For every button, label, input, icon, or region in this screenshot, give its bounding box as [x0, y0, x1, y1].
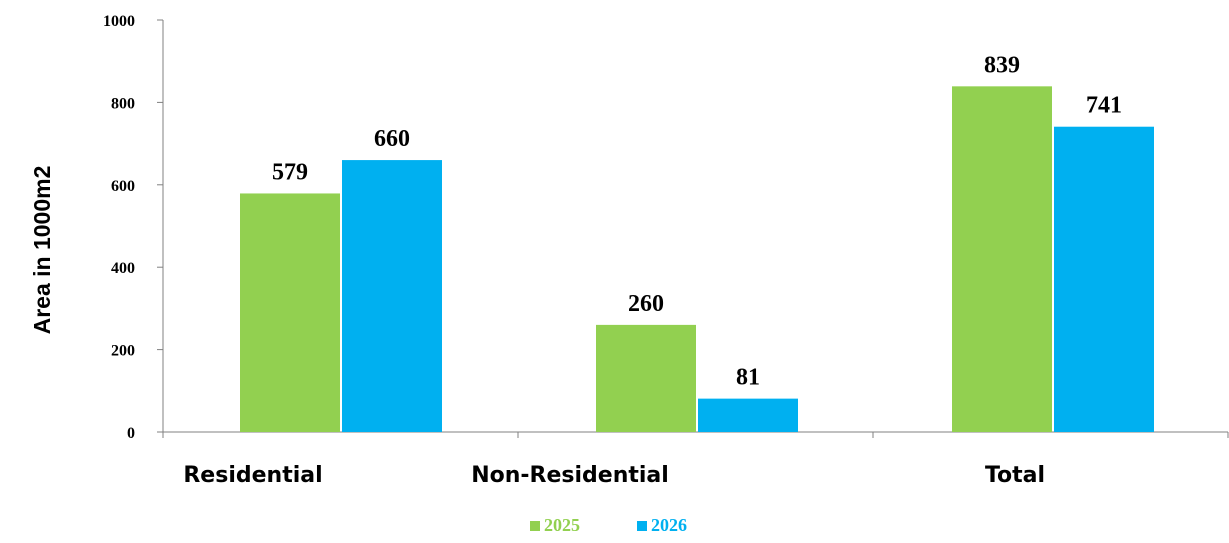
bars: [240, 86, 1154, 432]
data-labels: 579 660 260 81 839 741: [272, 52, 1122, 390]
bar: [240, 193, 340, 432]
data-label: 260: [628, 291, 664, 317]
legend-swatch: [530, 521, 540, 531]
data-label: 579: [272, 159, 308, 185]
data-label: 81: [736, 365, 760, 391]
legend: 2025 2026: [530, 515, 687, 535]
y-axis: 0 200 400 600 800 1000: [103, 13, 164, 442]
legend-swatch: [637, 521, 647, 531]
bar: [342, 160, 442, 432]
data-label: 741: [1086, 93, 1122, 119]
bar: [952, 86, 1052, 432]
x-tick-label: Total: [985, 463, 1045, 488]
x-tick-label: Non-Residential: [471, 463, 669, 488]
y-tick-label: 400: [111, 260, 135, 277]
y-tick-label: 1000: [103, 13, 135, 30]
legend-label: 2025: [544, 515, 580, 535]
x-tick-label: Residential: [183, 463, 322, 488]
y-tick-label: 0: [127, 425, 135, 442]
y-tick-label: 200: [111, 343, 135, 360]
legend-label: 2026: [651, 515, 687, 535]
y-axis-title: Area in 1000m2: [29, 166, 55, 335]
data-label: 660: [374, 126, 410, 152]
y-tick-label: 800: [111, 95, 135, 112]
bar: [596, 324, 696, 432]
bar: [698, 398, 798, 432]
x-axis: Residential Non-Residential Total: [162, 431, 1229, 488]
bar: [1054, 126, 1154, 432]
data-label: 839: [984, 52, 1020, 78]
y-tick-label: 600: [111, 178, 135, 195]
